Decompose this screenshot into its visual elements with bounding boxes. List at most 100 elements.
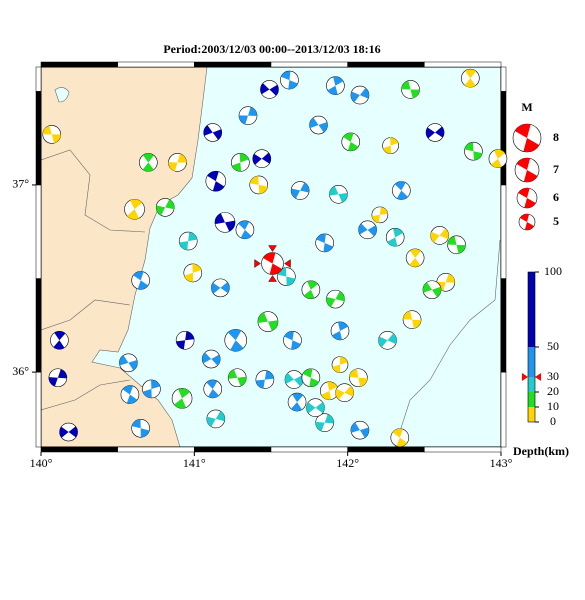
frame-bar: [40, 61, 118, 68]
beachball-quadrant: [239, 107, 257, 125]
frame-bar: [347, 61, 425, 68]
beachball-quadrant: [426, 126, 445, 139]
magnitude-legend-label: 7: [553, 162, 559, 176]
beachball-quadrant: [327, 76, 344, 95]
beachball-quadrant: [284, 331, 301, 350]
depth-tick-label: 30: [547, 369, 559, 383]
beachball-quadrant: [349, 368, 368, 387]
beachball: [382, 137, 399, 154]
main-event-marker: [268, 275, 277, 282]
beachball: [283, 331, 302, 350]
frame-bar: [270, 446, 348, 453]
beachball-quadrant: [422, 282, 442, 298]
beachball-quadrant: [514, 123, 540, 152]
lake: [54, 87, 70, 103]
x-tick-label: 143°: [490, 456, 513, 470]
beachball-quadrant: [401, 80, 420, 99]
beachball-quadrant: [315, 414, 334, 432]
beachball: [206, 409, 226, 429]
beachball: [59, 422, 78, 442]
beachball: [252, 149, 272, 169]
beachball: [124, 198, 145, 220]
beachball-quadrant: [291, 182, 310, 199]
beachball-quadrant: [403, 310, 422, 329]
depth-tick-label: 50: [547, 339, 559, 353]
beachball-quadrant: [133, 271, 149, 290]
main-event-marker: [254, 259, 261, 268]
beachball-quadrant: [238, 220, 252, 239]
beachball-quadrant: [303, 280, 318, 299]
beachball: [306, 398, 325, 417]
beachball-quadrant: [436, 273, 455, 291]
beachball-quadrant: [257, 312, 278, 331]
frame-bar: [117, 61, 195, 68]
depth-scale-band: [528, 377, 535, 392]
beachball: [201, 349, 221, 369]
beachball-quadrant: [277, 267, 296, 286]
beachball-quadrant: [520, 214, 534, 230]
beachball: [422, 280, 442, 300]
beachball-quadrant: [255, 370, 274, 389]
beachball-quadrant: [430, 228, 449, 243]
frame-bar: [500, 66, 507, 92]
depth-scale-band: [528, 272, 535, 347]
beachball: [331, 356, 349, 373]
beachball-quadrant: [48, 369, 67, 387]
beachball: [224, 329, 248, 352]
main-event-marker: [268, 245, 277, 252]
beachball: [392, 181, 411, 200]
frame-bar: [117, 446, 195, 453]
beachball: [48, 368, 68, 388]
depth-tick-label: 0: [550, 414, 556, 428]
beachball: [214, 212, 236, 233]
beachball-quadrant: [231, 153, 249, 172]
beachball-quadrant: [394, 181, 408, 200]
beachball: [430, 226, 449, 245]
beachball: [260, 80, 279, 99]
x-tick-label: 141°: [183, 456, 206, 470]
beachball: [284, 370, 304, 389]
beachball: [464, 141, 483, 161]
beachball: [315, 413, 334, 432]
beachball: [142, 379, 161, 399]
beachball-quadrant: [306, 402, 325, 414]
beachball: [155, 198, 175, 217]
beachball-quadrant: [491, 149, 505, 168]
depth-scale-band: [528, 392, 535, 407]
beachball: [335, 383, 354, 403]
beachball-quadrant: [516, 157, 538, 183]
magnitude-legend-label: 6: [553, 190, 559, 204]
x-tick-label: 140°: [30, 456, 53, 470]
beachball-circle: [203, 379, 223, 399]
beachball-quadrant: [518, 188, 536, 209]
beachball-quadrant: [263, 252, 283, 275]
beachball-quadrant: [291, 393, 304, 412]
beachball-quadrant: [207, 171, 225, 192]
land: [41, 67, 207, 447]
beachball-quadrant: [203, 125, 222, 140]
beachball: [378, 331, 397, 350]
beachball-quadrant: [126, 199, 143, 220]
beachball: [131, 271, 150, 290]
beachball: [227, 368, 247, 388]
frame-bar: [500, 91, 507, 186]
beachball-quadrant: [464, 142, 483, 161]
beachball-quadrant: [156, 199, 175, 216]
beachball: [249, 175, 269, 195]
beachball: [183, 263, 203, 283]
beachball-quadrant: [383, 137, 399, 154]
magnitude-legend-label: 8: [553, 130, 559, 144]
beachball: [350, 420, 370, 440]
depth-tick-label: 100: [544, 264, 562, 278]
beachball: [447, 235, 466, 255]
beachball: [488, 149, 508, 169]
beachball-quadrant: [285, 373, 304, 387]
beachball-quadrant: [179, 232, 198, 251]
beachball-circle: [287, 392, 307, 412]
depth-scale-band: [528, 347, 535, 377]
beachball: [390, 428, 410, 447]
beachball: [329, 184, 348, 204]
beachball-quadrant: [309, 117, 328, 133]
beachball-quadrant: [142, 153, 154, 172]
